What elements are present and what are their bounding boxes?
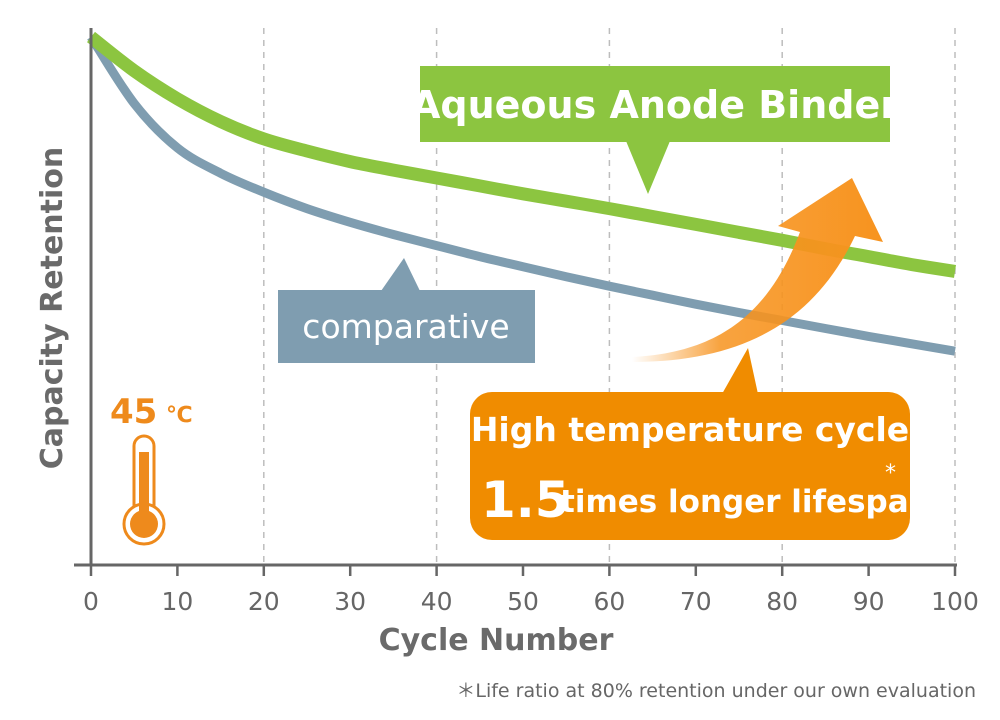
axes: 0 10 20 30 40 50 60 70 80 90 100 [74,28,979,616]
highlight-line1: High temperature cycle [471,410,909,449]
x-tick-label-50: 50 [507,587,539,616]
temperature-value: 45 [110,392,157,432]
x-tick-label-30: 30 [334,587,366,616]
highlight-box [470,392,910,540]
temperature-indicator: 45 ℃ [110,392,193,546]
curved-up-arrow-icon [632,178,883,362]
highlight-callout: High temperature cycle 1.5 times longer … [470,348,931,540]
x-tick-label-70: 70 [680,587,712,616]
x-tick-label-10: 10 [161,587,193,616]
binder-label-text: Aqueous Anode Binder [411,83,899,127]
temperature-unit: ℃ [166,403,193,428]
x-tick-label-80: 80 [766,587,798,616]
x-tick-label-20: 20 [248,587,280,616]
x-axis-title: Cycle Number [379,623,614,658]
binder-label-pointer [626,141,670,194]
x-ticks: 0 10 20 30 40 50 60 70 80 90 100 [83,565,979,616]
comparative-label-box [278,290,535,363]
y-axis-title: Capacity Retention [35,147,70,469]
series-line-comparative [87,34,956,356]
thermometer-icon [122,434,166,546]
highlight-pointer [722,348,758,394]
highlight-line2: times longer lifespan [560,484,931,520]
comparative-label-callout: comparative [278,258,535,363]
comparative-label-pointer [381,258,420,291]
footnote: ＊Life ratio at 80% retention under our o… [456,680,976,702]
comparative-label-text: comparative [302,307,509,346]
highlight-asterisk: * [885,461,896,486]
x-tick-label-0: 0 [83,587,99,616]
x-tick-label-40: 40 [421,587,453,616]
x-tick-label-60: 60 [593,587,625,616]
binder-label-callout: Aqueous Anode Binder [411,66,899,194]
x-tick-label-100: 100 [931,587,979,616]
binder-label-box [420,66,890,142]
highlight-ratio: 1.5 [481,471,570,529]
x-tick-label-90: 90 [853,587,885,616]
